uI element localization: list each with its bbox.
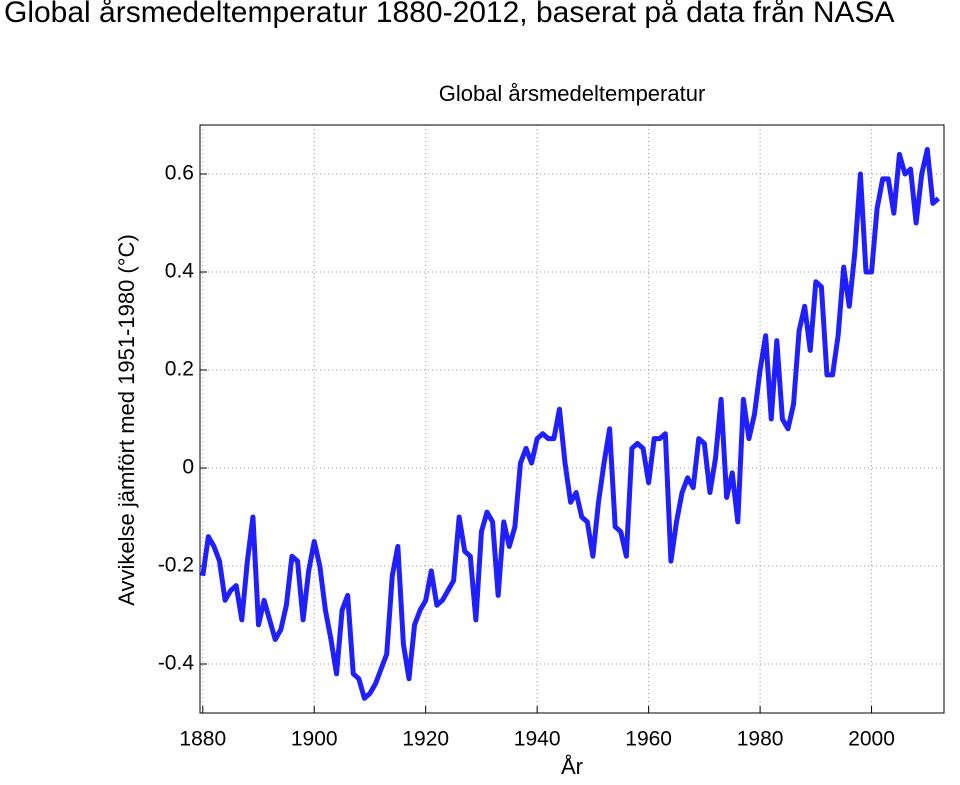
y-tick-label: 0.6 [165, 162, 194, 185]
axes-box [199, 124, 945, 714]
y-tick-label: -0.4 [158, 652, 195, 675]
x-tick-label: 1920 [402, 728, 449, 751]
chart-title: Global årsmedeltemperatur [439, 81, 706, 106]
y-tick-label: -0.2 [158, 554, 194, 577]
x-axis-label: År [561, 754, 583, 779]
y-tick-label: 0.4 [165, 260, 195, 283]
x-tick-label: 2000 [848, 728, 895, 751]
temperature-line [200, 147, 941, 701]
x-tick-label: 1980 [737, 728, 784, 751]
x-tick-label: 1960 [625, 728, 672, 751]
slide-title: Global årsmedeltemperatur 1880-2012, bas… [4, 0, 895, 29]
plot-area [200, 125, 944, 713]
x-tick-label: 1880 [179, 728, 226, 751]
y-axis-label: Avvikelse jämfört med 1951-1980 (°C) [114, 234, 139, 606]
y-tick-label: 0.2 [165, 358, 194, 381]
y-tick-label: 0 [182, 456, 194, 479]
x-tick-label: 1900 [291, 728, 338, 751]
x-tick-label: 1940 [514, 728, 561, 751]
